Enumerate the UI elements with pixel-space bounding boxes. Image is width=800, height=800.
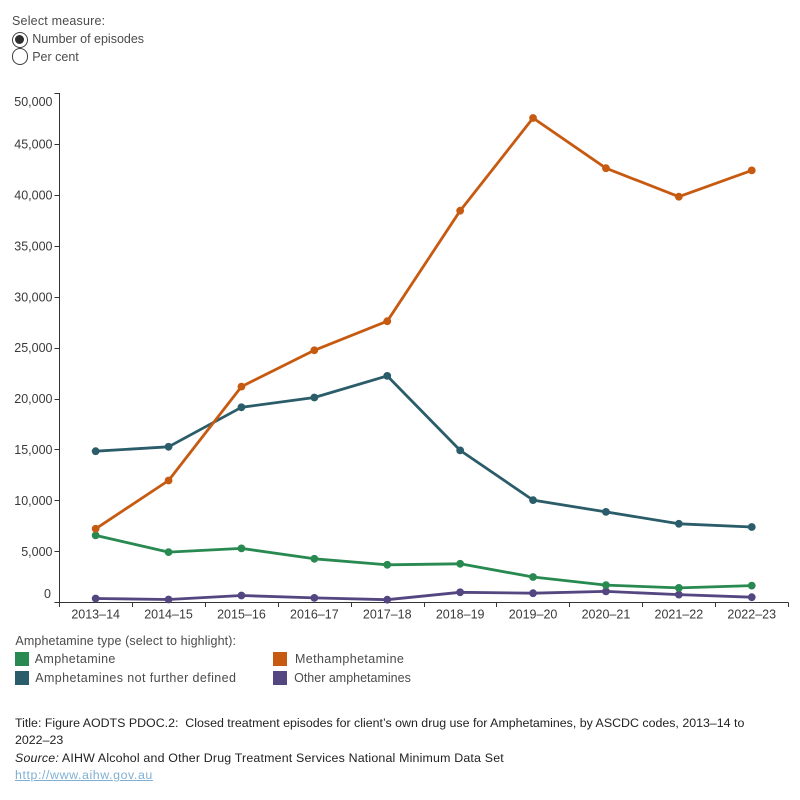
svg-text:45,000: 45,000 (14, 138, 52, 152)
svg-text:40,000: 40,000 (14, 189, 52, 203)
svg-text:2016–17: 2016–17 (290, 608, 339, 622)
svg-text:2021–22: 2021–22 (655, 608, 704, 622)
svg-text:30,000: 30,000 (14, 290, 52, 304)
svg-text:2019–20: 2019–20 (509, 608, 558, 622)
svg-text:50,000: 50,000 (14, 95, 52, 109)
svg-text:25,000: 25,000 (14, 341, 52, 355)
svg-text:2013–14: 2013–14 (71, 608, 120, 622)
svg-text:10,000: 10,000 (14, 494, 52, 508)
svg-text:0: 0 (44, 587, 51, 601)
svg-text:20,000: 20,000 (14, 392, 52, 406)
svg-text:2018–19: 2018–19 (436, 608, 485, 622)
svg-text:2017–18: 2017–18 (363, 608, 412, 622)
svg-text:5,000: 5,000 (21, 545, 52, 559)
svg-text:15,000: 15,000 (14, 443, 52, 457)
svg-text:2020–21: 2020–21 (582, 608, 631, 622)
svg-text:2022–23: 2022–23 (727, 608, 776, 622)
svg-text:2015–16: 2015–16 (217, 608, 266, 622)
svg-text:2014–15: 2014–15 (144, 608, 193, 622)
svg-text:35,000: 35,000 (14, 239, 52, 253)
